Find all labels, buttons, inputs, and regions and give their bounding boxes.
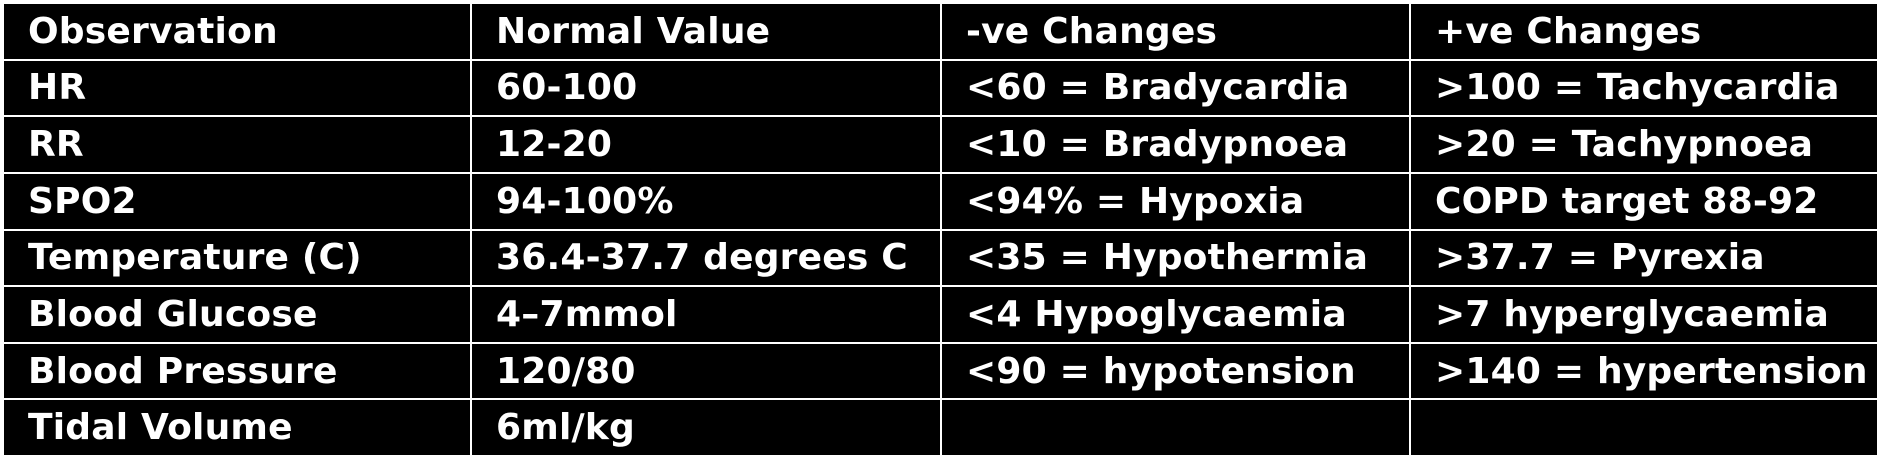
cell-negative-change <box>940 398 1411 457</box>
cell-positive-change: >100 = Tachycardia <box>1409 58 1879 118</box>
cell-observation: RR <box>2 115 472 174</box>
cell-observation: SPO2 <box>2 171 472 231</box>
cell-observation: HR <box>2 58 472 118</box>
cell-observation: Tidal Volume <box>2 398 472 457</box>
table-row: HR 60-100 <60 = Bradycardia >100 = Tachy… <box>2 58 1879 118</box>
header-cell-negative-changes: -ve Changes <box>940 2 1411 61</box>
cell-observation: Blood Glucose <box>2 285 472 344</box>
cell-negative-change: <10 = Bradypnoea <box>940 115 1411 174</box>
cell-positive-change: >140 = hypertension <box>1409 341 1879 401</box>
cell-normal-value: 12-20 <box>470 115 942 174</box>
header-cell-observation: Observation <box>2 2 472 61</box>
cell-negative-change: <60 = Bradycardia <box>940 58 1411 118</box>
cell-negative-change: <90 = hypotension <box>940 341 1411 401</box>
table-row: Tidal Volume 6ml/kg <box>2 398 1879 457</box>
table-row: Temperature (C) 36.4-37.7 degrees C <35 … <box>2 228 1879 288</box>
cell-normal-value: 36.4-37.7 degrees C <box>470 228 942 288</box>
cell-normal-value: 6ml/kg <box>470 398 942 457</box>
cell-negative-change: <35 = Hypothermia <box>940 228 1411 288</box>
table-row: RR 12-20 <10 = Bradypnoea >20 = Tachypno… <box>2 115 1879 174</box>
table-row: Blood Glucose 4–7mmol <4 Hypoglycaemia >… <box>2 285 1879 344</box>
cell-normal-value: 94-100% <box>470 171 942 231</box>
cell-observation: Temperature (C) <box>2 228 472 288</box>
cell-normal-value: 120/80 <box>470 341 942 401</box>
cell-positive-change <box>1409 398 1879 457</box>
cell-negative-change: <94% = Hypoxia <box>940 171 1411 231</box>
cell-positive-change: >20 = Tachypnoea <box>1409 115 1879 174</box>
header-cell-normal-value: Normal Value <box>470 2 942 61</box>
cell-negative-change: <4 Hypoglycaemia <box>940 285 1411 344</box>
table-header-row: Observation Normal Value -ve Changes +ve… <box>2 2 1879 61</box>
cell-positive-change: COPD target 88-92 <box>1409 171 1879 231</box>
cell-positive-change: >37.7 = Pyrexia <box>1409 228 1879 288</box>
header-cell-positive-changes: +ve Changes <box>1409 2 1879 61</box>
cell-positive-change: >7 hyperglycaemia <box>1409 285 1879 344</box>
table-row: Blood Pressure 120/80 <90 = hypotension … <box>2 341 1879 401</box>
table-row: SPO2 94-100% <94% = Hypoxia COPD target … <box>2 171 1879 231</box>
cell-normal-value: 4–7mmol <box>470 285 942 344</box>
cell-normal-value: 60-100 <box>470 58 942 118</box>
cell-observation: Blood Pressure <box>2 341 472 401</box>
